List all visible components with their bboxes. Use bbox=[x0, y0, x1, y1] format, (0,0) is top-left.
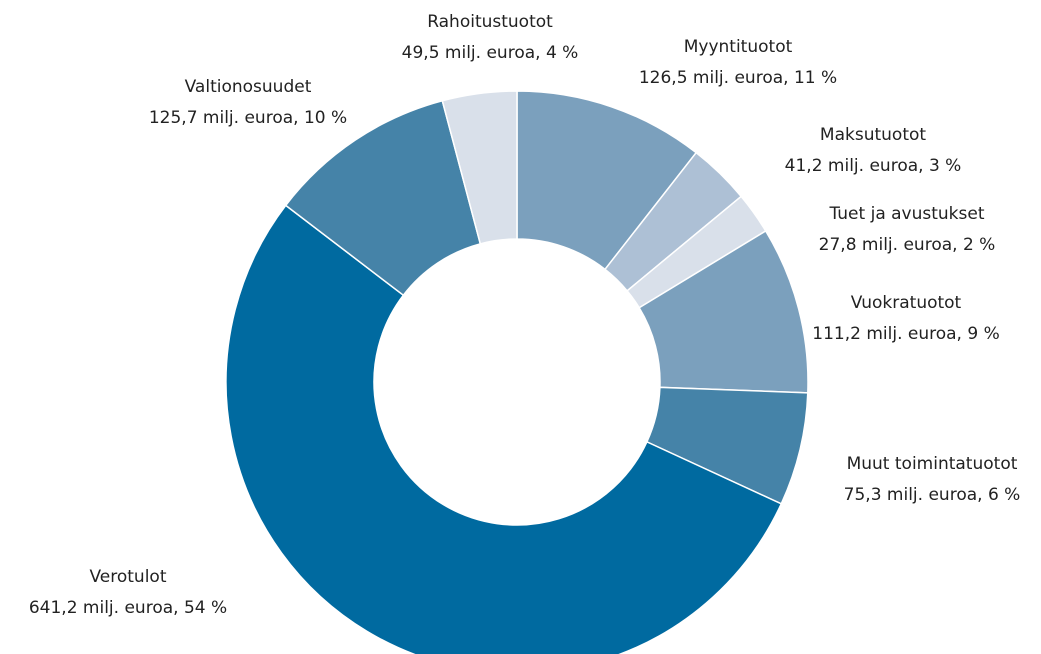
segment-value-label: 111,2 milj. euroa, 9 % bbox=[812, 324, 999, 344]
donut-segment bbox=[441, 90, 518, 245]
segment-name: Rahoitustuotot bbox=[427, 12, 553, 32]
segment-name: Vuokratuotot bbox=[851, 293, 962, 313]
segment-value-label: 75,3 milj. euroa, 6 % bbox=[844, 485, 1021, 505]
segment-name: Maksutuotot bbox=[820, 125, 926, 145]
segment-name: Verotulot bbox=[89, 567, 166, 587]
segment-value-label: 27,8 milj. euroa, 2 % bbox=[819, 235, 996, 255]
segment-value-label: 641,2 milj. euroa, 54 % bbox=[29, 598, 227, 618]
segment-value-label: 126,5 milj. euroa, 11 % bbox=[639, 68, 837, 88]
segment-value-label: 125,7 milj. euroa, 10 % bbox=[149, 108, 347, 128]
segment-name: Myyntituotot bbox=[684, 37, 793, 57]
donut-segment bbox=[225, 204, 783, 654]
segment-name: Tuet ja avustukset bbox=[828, 204, 984, 224]
segment-value-label: 49,5 milj. euroa, 4 % bbox=[402, 43, 579, 63]
segment-value-label: 41,2 milj. euroa, 3 % bbox=[785, 156, 962, 176]
segment-name: Muut toimintatuotot bbox=[847, 454, 1018, 474]
segment-name: Valtionosuudet bbox=[185, 77, 312, 97]
